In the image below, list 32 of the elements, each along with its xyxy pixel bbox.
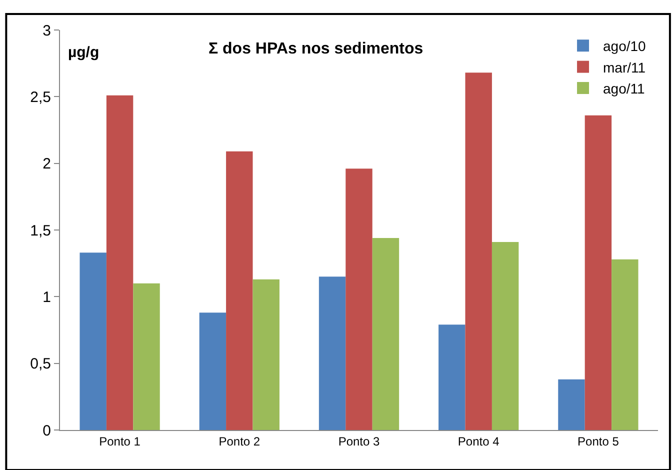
y-axis-title: µg/g (68, 44, 100, 61)
y-tick-label: 2 (42, 156, 51, 173)
bar (372, 238, 400, 430)
bar (318, 276, 346, 430)
x-tick-label: Ponto 2 (218, 434, 260, 448)
x-tick-label: Ponto 3 (338, 434, 380, 448)
x-tick-label: Ponto 4 (458, 434, 500, 448)
bar (465, 72, 492, 430)
bar (558, 379, 585, 430)
bar (492, 242, 519, 430)
y-tick-label: 2,5 (30, 88, 51, 106)
y-tick-label: 1 (42, 288, 51, 306)
bar (612, 259, 638, 430)
y-tick-label: 1,5 (30, 222, 51, 240)
legend-label: ago/11 (603, 80, 646, 96)
legend-label: mar/11 (603, 59, 646, 76)
y-tick-label: 0,5 (30, 356, 51, 373)
legend-label: ago/10 (603, 38, 646, 54)
bar (133, 283, 160, 430)
bar (438, 324, 466, 430)
y-tick-label: 3 (42, 22, 51, 40)
bar (80, 252, 106, 430)
bar (106, 95, 134, 430)
bar (584, 115, 612, 430)
bar (252, 279, 280, 430)
bar (199, 312, 226, 430)
bar (346, 168, 372, 430)
bar (226, 151, 253, 430)
y-tick-label: 0 (42, 422, 51, 440)
x-tick-label: Ponto 5 (578, 434, 620, 448)
x-tick-label: Ponto 1 (99, 434, 141, 448)
text: Σ dos HPAs nos sedimentos (208, 40, 424, 58)
